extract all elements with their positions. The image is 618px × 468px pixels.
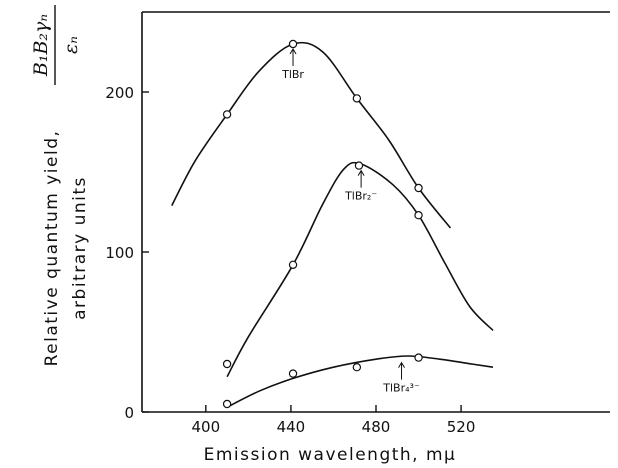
data-point	[414, 210, 423, 220]
data-points	[222, 39, 423, 409]
x-tick-label: 520	[447, 418, 476, 436]
series-annotation-2: TlBr₂⁻	[344, 190, 377, 203]
series-line-1	[171, 41, 452, 229]
data-point	[222, 359, 232, 369]
annotations: TlBr TlBr₂⁻ TlBr₄³⁻	[281, 48, 420, 395]
series-annotation-3: TlBr₄³⁻	[382, 382, 420, 395]
data-point	[222, 399, 232, 409]
curves	[171, 41, 494, 408]
data-point	[414, 353, 423, 362]
x-axis-title: Emission wavelength, mμ	[204, 445, 457, 465]
y-axis-fraction-denominator: εₙ	[60, 36, 82, 54]
x-tick-label: 400	[191, 418, 220, 436]
annotation-arrowhead	[289, 48, 297, 55]
ticks: 400 440 480 520 0 100 200	[105, 84, 475, 436]
y-tick-label: 200	[105, 84, 134, 102]
y-axis-title-line1: Relative quantum yield,	[42, 130, 62, 367]
annotation-arrowhead	[357, 169, 365, 176]
y-axis-title-group: Relative quantum yield, arbitrary units …	[30, 5, 90, 366]
data-point	[288, 260, 298, 269]
y-axis-fraction-numerator: B₁B₂γₙ	[30, 14, 52, 77]
data-point	[288, 39, 298, 49]
x-tick-label: 480	[362, 418, 391, 436]
y-tick-label: 100	[105, 244, 134, 262]
data-point	[414, 183, 423, 193]
series-line-3	[226, 355, 494, 408]
axes	[141, 11, 610, 413]
annotation-arrowhead	[398, 361, 405, 368]
y-axis-title-line2: arbitrary units	[70, 176, 90, 320]
data-point	[352, 363, 362, 372]
data-point	[352, 94, 362, 103]
data-point	[288, 369, 298, 378]
series-annotation-1: TlBr	[281, 68, 304, 81]
data-point	[354, 161, 364, 170]
y-tick-label: 0	[124, 404, 134, 422]
data-point	[222, 110, 232, 119]
x-tick-label: 440	[277, 418, 306, 436]
